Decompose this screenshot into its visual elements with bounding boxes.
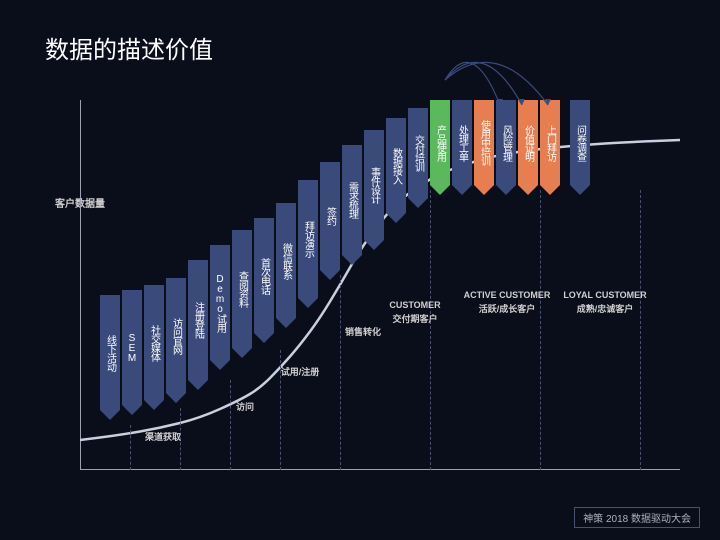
- stage-label: CUSTOMER 交付期客户: [370, 300, 460, 325]
- stage-main: 销售转化: [345, 327, 381, 337]
- stage-sub: 交付期客户: [370, 312, 460, 325]
- stage-labels-layer: 渠道获取访问试用/注册销售转化CUSTOMER交付期客户ACTIVE CUSTO…: [80, 100, 680, 470]
- footer-badge: 神策 2018 数据驱动大会: [574, 507, 700, 528]
- stage-label: 渠道获取: [118, 430, 208, 443]
- stage-label: 销售转化: [318, 325, 408, 338]
- stage-sub: 活跃/成长客户: [462, 302, 552, 315]
- stage-label: ACTIVE CUSTOMER 活跃/成长客户: [462, 290, 552, 315]
- stage-main: CUSTOMER: [389, 300, 440, 310]
- stage-label: LOYAL CUSTOMER 成熟/忠诚客户: [560, 290, 650, 315]
- chart-area: 客户数据量 线下活动SEM社交媒体访问官网注册登陆Demo试用查阅资料首次电话微…: [60, 80, 680, 480]
- stage-main: 试用/注册: [281, 367, 320, 377]
- stage-main: LOYAL CUSTOMER: [563, 290, 646, 300]
- stage-main: ACTIVE CUSTOMER: [464, 290, 551, 300]
- stage-main: 渠道获取: [145, 432, 181, 442]
- page-title: 数据的描述价值: [45, 30, 213, 65]
- stage-label: 访问: [200, 400, 290, 413]
- stage-label: 试用/注册: [255, 365, 345, 378]
- stage-sub: 成熟/忠诚客户: [560, 302, 650, 315]
- stage-main: 访问: [236, 402, 254, 412]
